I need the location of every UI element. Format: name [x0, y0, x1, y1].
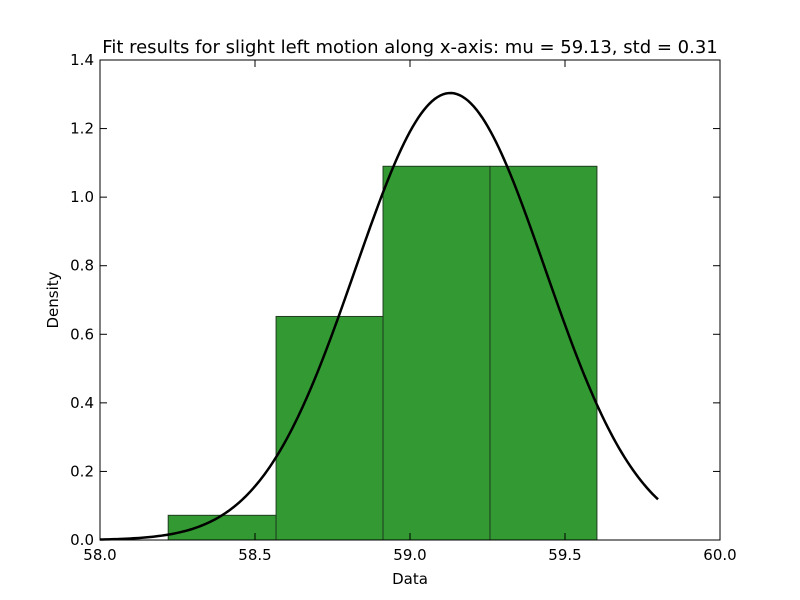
y-tick-label: 1.2 [70, 120, 94, 138]
fit-curve-line [99, 91, 659, 541]
histogram-bar-2 [275, 315, 384, 541]
x-tick-label: 60.0 [703, 546, 736, 564]
histogram-bars [167, 165, 598, 541]
y-tick-label: 0.6 [70, 325, 94, 343]
y-tick-label: 1.4 [70, 51, 94, 69]
histogram-bar-1 [167, 514, 277, 541]
y-tick-label: 0.4 [70, 394, 94, 412]
x-tick-label: 59.5 [548, 546, 581, 564]
histogram-bar-3 [382, 165, 491, 541]
y-tick-label: 0.8 [70, 257, 94, 275]
x-axis-label: Data [392, 570, 428, 588]
histogram-bar-4 [489, 165, 598, 541]
y-axis-label: Density [44, 271, 62, 328]
y-tick-label: 0.2 [70, 462, 94, 480]
y-tick-label: 1.0 [70, 188, 94, 206]
x-axis-ticks: 58.0 58.5 59.0 59.5 60.0 [83, 60, 737, 564]
x-tick-label: 58.0 [83, 546, 116, 564]
chart-title: Fit results for slight left motion along… [102, 37, 717, 58]
y-axis-ticks: 0.0 0.2 0.4 0.6 0.8 1.0 1.2 1.4 [70, 51, 720, 549]
x-tick-label: 59.0 [393, 546, 426, 564]
y-tick-label: 0.0 [70, 531, 94, 549]
x-tick-label: 58.5 [238, 546, 271, 564]
